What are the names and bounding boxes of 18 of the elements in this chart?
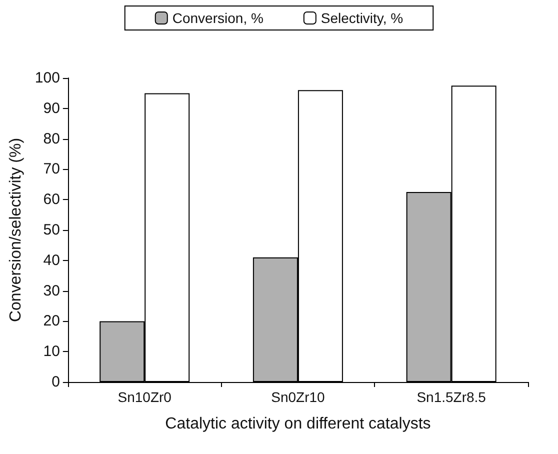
- y-tick-label: 40: [43, 252, 60, 269]
- legend-label: Conversion, %: [172, 10, 264, 26]
- y-tick-label: 70: [43, 160, 60, 178]
- y-tick-label: 50: [43, 222, 60, 238]
- y-tick-label: 60: [43, 191, 60, 208]
- y-tick-label: 20: [43, 312, 60, 330]
- y-tick-label: 80: [43, 130, 60, 148]
- x-axis-title: Catalytic activity on different catalysts: [165, 416, 431, 432]
- y-tick-label: 90: [43, 100, 60, 117]
- y-axis-title: Conversion/selectivity (%): [8, 138, 24, 322]
- y-tick-label: 0: [52, 374, 60, 390]
- y-tick-label: 10: [43, 343, 60, 360]
- x-tick-label: Sn1.5Zr8.5: [416, 389, 486, 405]
- legend-label: Selectivity, %: [320, 10, 404, 26]
- y-tick-label: 100: [34, 70, 60, 86]
- x-tick-label: Sn0Zr10: [271, 389, 326, 405]
- y-tick-label: 30: [43, 282, 60, 300]
- x-tick-label: Sn10Zr0: [118, 389, 172, 405]
